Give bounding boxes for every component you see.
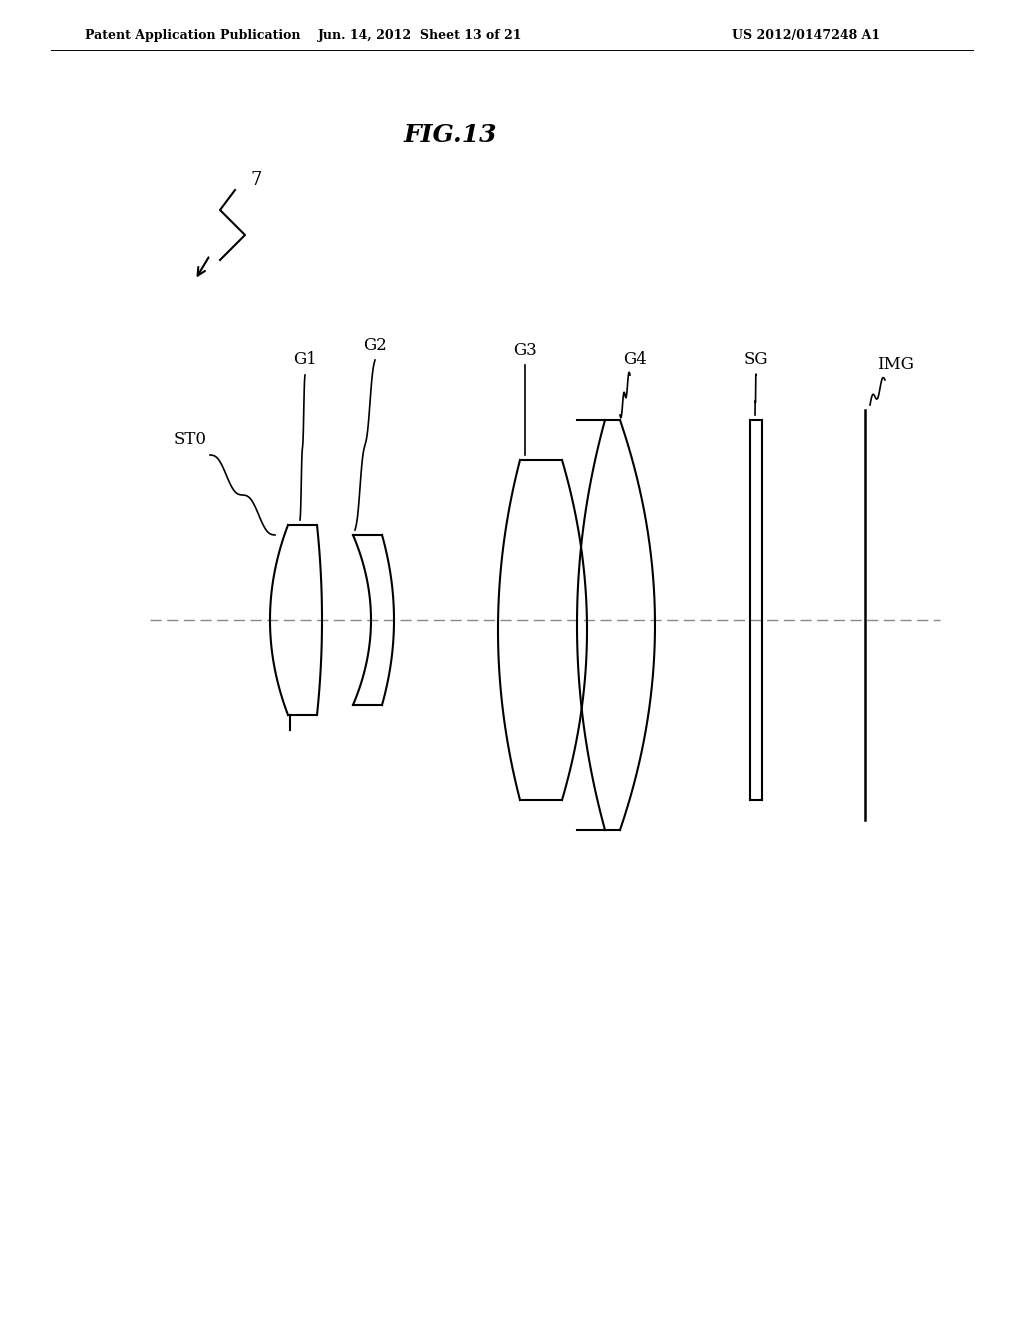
Text: 7: 7 [250, 172, 261, 189]
Text: SG: SG [743, 351, 768, 368]
Text: G3: G3 [513, 342, 537, 359]
Text: G2: G2 [364, 337, 387, 354]
Text: Jun. 14, 2012  Sheet 13 of 21: Jun. 14, 2012 Sheet 13 of 21 [317, 29, 522, 41]
Text: Patent Application Publication: Patent Application Publication [85, 29, 300, 41]
Text: FIG.13: FIG.13 [403, 123, 497, 147]
Text: IMG: IMG [877, 356, 913, 374]
Text: US 2012/0147248 A1: US 2012/0147248 A1 [732, 29, 880, 41]
Text: G4: G4 [624, 351, 647, 368]
Text: G1: G1 [293, 351, 316, 368]
Text: ST0: ST0 [173, 432, 207, 449]
